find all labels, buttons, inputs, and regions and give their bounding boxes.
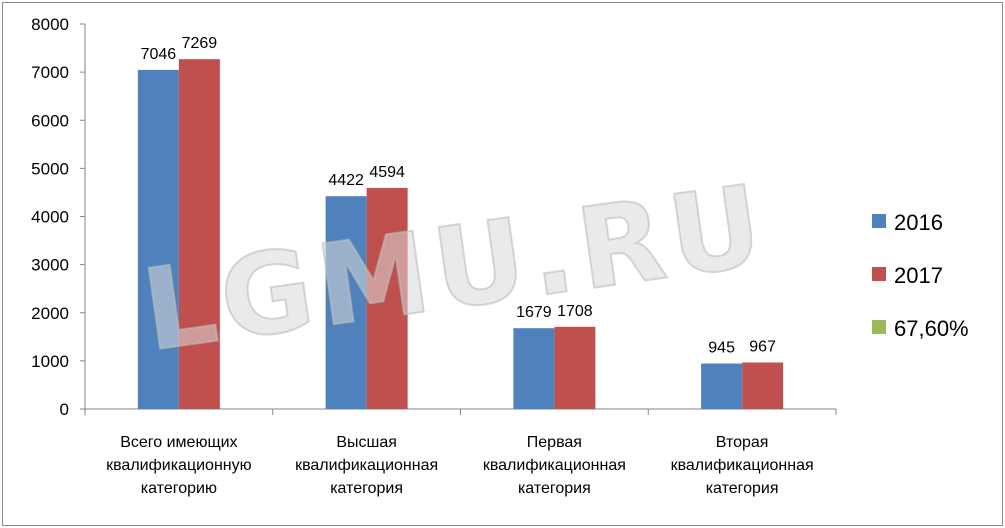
legend-swatch-2017	[872, 267, 886, 281]
data-label: 945	[708, 340, 735, 357]
x-category-label: Высшая	[336, 434, 397, 451]
data-label: 7046	[141, 46, 177, 63]
x-category-label: категория	[518, 480, 591, 497]
bar-2017-2	[554, 326, 596, 409]
x-category-label: Первая	[527, 434, 582, 451]
bar-2016-1	[325, 196, 367, 409]
y-tick-label: 1000	[31, 352, 69, 371]
legend: 2016 2017 67,60%	[872, 210, 969, 341]
legend-label: 2017	[894, 263, 943, 288]
bar-2016-2	[513, 328, 555, 409]
legend-label: 2016	[894, 210, 943, 235]
legend-swatch-2016	[872, 214, 886, 228]
x-category-label: категория	[706, 480, 779, 497]
legend-swatch-67,60%	[872, 320, 886, 334]
bar-2017-1	[366, 187, 408, 409]
x-category-label: категорию	[141, 480, 217, 497]
data-labels: 7046 7269 4422 4594 1679 1708 945 967	[141, 35, 776, 356]
bar-2017-0	[178, 59, 220, 409]
bar-2016-0	[137, 69, 179, 409]
data-label: 1679	[516, 304, 552, 321]
data-label: 1708	[557, 303, 593, 320]
x-category-label: квалификационная	[295, 457, 438, 474]
x-category-label: категория	[330, 480, 403, 497]
bar-2016-3	[701, 363, 743, 409]
x-category-label: Всего имеющих	[120, 434, 237, 451]
data-label: 4594	[369, 164, 405, 181]
y-tick-label: 4000	[31, 208, 69, 227]
bars	[137, 59, 784, 409]
x-category-label: Вторая	[716, 434, 769, 451]
y-tick-label: 8000	[31, 15, 69, 34]
y-tick-label: 0	[60, 400, 69, 419]
data-label: 7269	[182, 35, 218, 52]
data-label: 967	[749, 338, 776, 355]
legend-label: 67,60%	[894, 316, 969, 341]
y-tick-label: 3000	[31, 256, 69, 275]
y-tick-label: 7000	[31, 63, 69, 82]
x-category-label: квалификационная	[483, 457, 626, 474]
y-tick-label: 5000	[31, 159, 69, 178]
bar-2017-3	[742, 362, 784, 409]
category-labels: Всего имеющих квалификационную категорию Вы…	[106, 434, 814, 497]
y-tick-label: 2000	[31, 304, 69, 323]
x-category-label: квалификационная	[671, 457, 814, 474]
data-label: 4422	[328, 172, 364, 189]
watermark: LGMU.RU	[136, 161, 775, 377]
y-tick-label: 6000	[31, 111, 69, 130]
x-category-label: квалификационную	[106, 457, 252, 474]
